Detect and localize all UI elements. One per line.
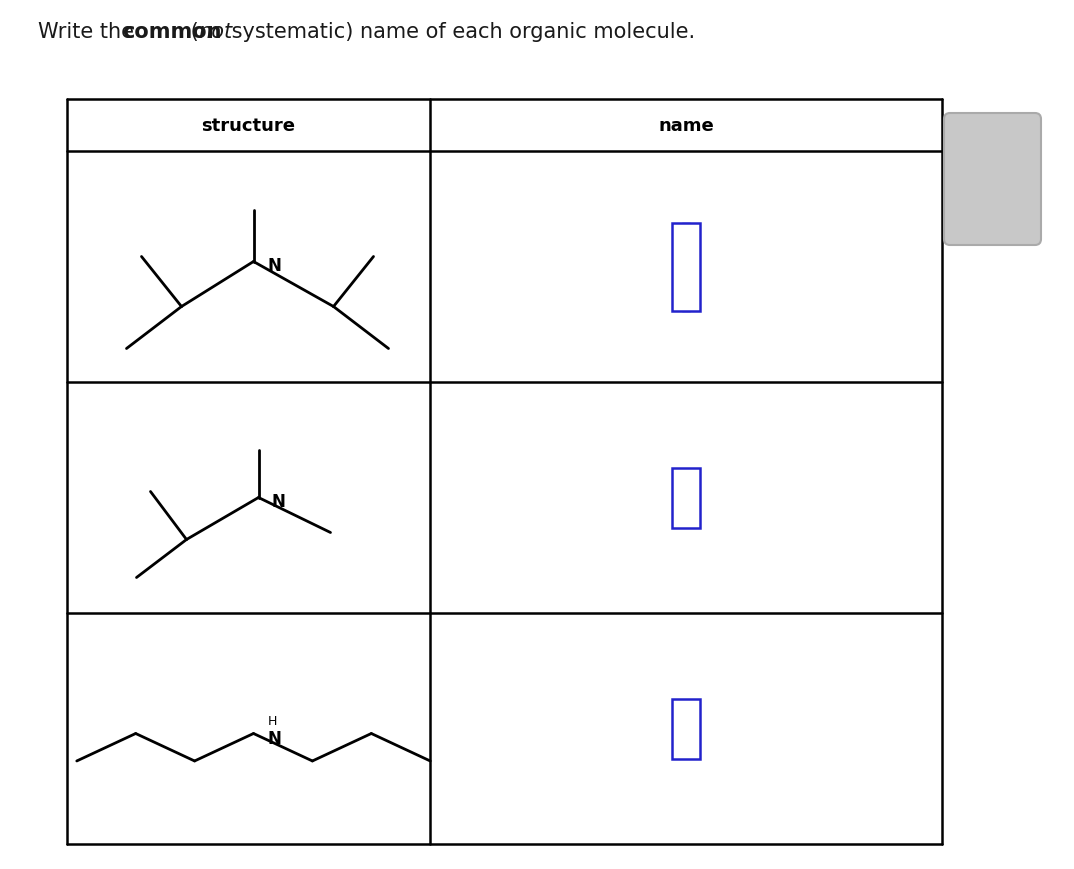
Text: structure: structure [202, 116, 295, 135]
Text: N: N [272, 493, 286, 511]
Text: not: not [198, 22, 232, 42]
FancyBboxPatch shape [944, 114, 1041, 246]
Text: H: H [267, 714, 277, 727]
Text: name: name [658, 116, 714, 135]
Text: N: N [267, 257, 281, 275]
Text: N: N [267, 730, 281, 747]
Bar [672, 468, 700, 527]
Bar [672, 223, 700, 311]
Text: common: common [122, 22, 221, 42]
Bar [672, 699, 700, 759]
Text: systematic) name of each organic molecule.: systematic) name of each organic molecul… [224, 22, 695, 42]
Text: Write the: Write the [38, 22, 141, 42]
Text: (: ( [184, 22, 199, 42]
